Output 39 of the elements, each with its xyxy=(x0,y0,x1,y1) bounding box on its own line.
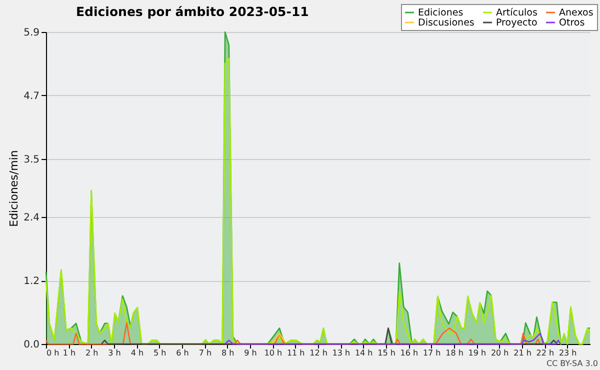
x-tick-label: 21 h xyxy=(514,348,532,358)
x-tick-label: 20 h xyxy=(490,348,509,358)
x-tick-label: 8 h xyxy=(221,348,234,358)
x-tick-label: 12 h xyxy=(310,348,328,358)
legend-label: Anexos xyxy=(559,8,594,18)
x-tick-label: 3 h xyxy=(108,348,121,358)
x-tick-label: 11 h xyxy=(286,348,305,358)
y-tick-label: 1.2 xyxy=(24,276,40,288)
x-tick-label: 1 h xyxy=(62,348,76,358)
y-tick-label: 5.9 xyxy=(24,28,40,38)
chart-title: Ediciones por ámbito 2023-05-11 xyxy=(76,4,309,19)
legend-label: Proyecto xyxy=(496,18,538,28)
y-tick-label: 3.5 xyxy=(24,154,40,166)
x-tick-label: 17 h xyxy=(422,348,441,358)
legend-label: Ediciones xyxy=(418,8,464,18)
x-tick-label: 10 h xyxy=(264,348,282,358)
x-tick-label: 22 h xyxy=(536,348,554,358)
x-tick-label: 23 h xyxy=(558,348,577,358)
y-axis-title: Ediciones/min xyxy=(8,150,21,227)
x-tick-label: 4 h xyxy=(130,348,144,358)
x-tick-label: 18 h xyxy=(446,348,464,358)
x-tick-label: 0 h xyxy=(46,348,60,358)
legend-label: Discusiones xyxy=(418,18,474,28)
x-tick-label: 2 h xyxy=(85,348,98,358)
x-tick-label: 14 h xyxy=(354,348,373,358)
x-tick-label: 15 h xyxy=(378,348,396,358)
x-tick-label: 6 h xyxy=(176,348,189,358)
legend-label: Artículos xyxy=(496,8,538,18)
x-tick-label: 5 h xyxy=(153,348,166,358)
y-tick-label: 2.4 xyxy=(24,212,40,224)
x-tick-label: 16 h xyxy=(400,348,418,358)
y-tick-label: 4.7 xyxy=(24,90,40,102)
y-tick-label: 0.0 xyxy=(24,340,40,350)
legend-label: Otros xyxy=(559,18,585,28)
text: CC BY-SA 3.0 xyxy=(546,359,598,368)
x-tick-label: 9 h xyxy=(244,348,257,358)
x-tick-label: 19 h xyxy=(468,348,486,358)
x-tick-label: 7 h xyxy=(198,348,212,358)
x-tick-label: 13 h xyxy=(332,348,350,358)
